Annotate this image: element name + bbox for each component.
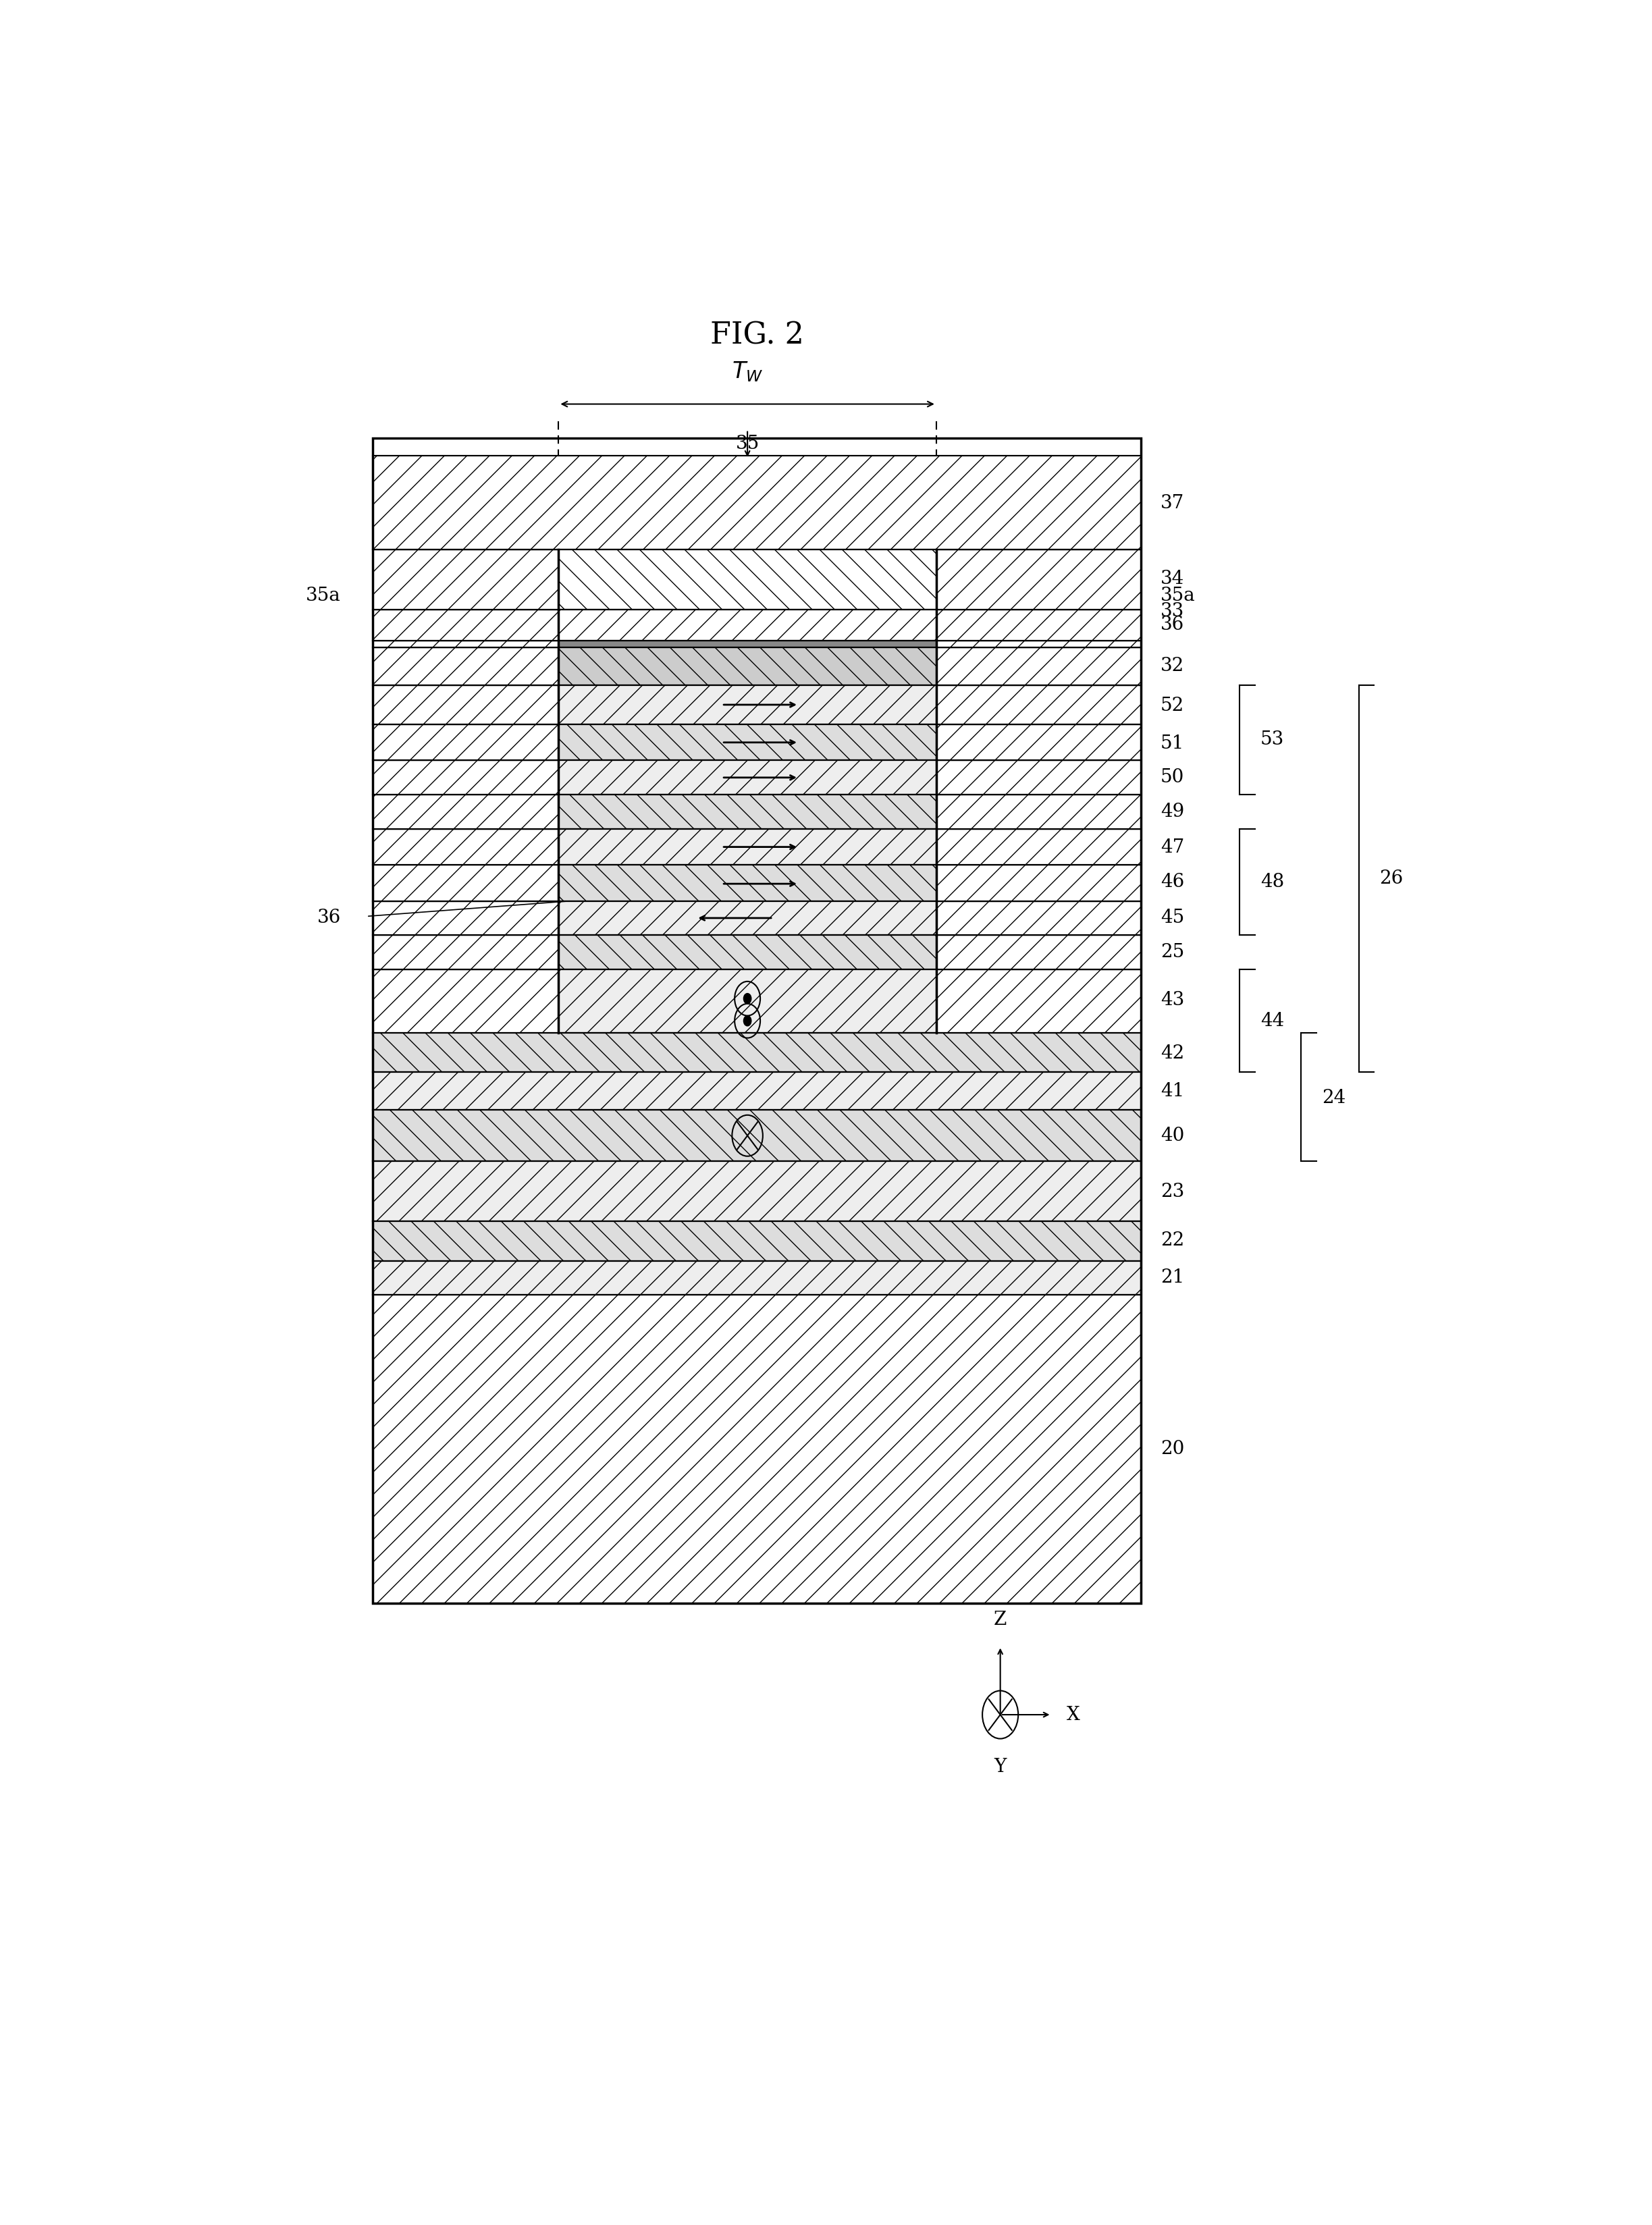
Text: 47: 47 [1160,839,1184,857]
Bar [558,866,937,901]
Bar [937,901,1142,934]
Bar [558,901,937,934]
Bar [373,647,558,685]
Bar [558,830,937,866]
Text: 43: 43 [1160,990,1184,1010]
Text: 37: 37 [1160,494,1184,512]
Text: 21: 21 [1160,1268,1184,1286]
Bar [373,970,558,1032]
Bar [937,641,1142,647]
Text: 26: 26 [1379,870,1403,888]
Bar [937,866,1142,901]
Bar [373,438,1142,1604]
Text: 46: 46 [1160,872,1184,892]
Text: 45: 45 [1160,910,1184,928]
Text: 24: 24 [1322,1088,1345,1108]
Bar [558,794,937,830]
Bar [373,761,558,794]
Text: Y: Y [995,1758,1006,1776]
Bar [373,830,558,866]
Bar [373,725,558,761]
Bar [373,934,558,970]
Text: 52: 52 [1160,696,1184,714]
Text: 50: 50 [1160,768,1184,788]
Bar [937,550,1142,610]
Text: Z: Z [995,1611,1006,1629]
Bar [937,794,1142,830]
Bar [373,1072,1142,1110]
Text: 48: 48 [1260,872,1284,892]
Bar [558,761,937,794]
Bar [373,1032,1142,1072]
Bar [373,1262,1142,1295]
Bar [373,1295,1142,1604]
Text: 36: 36 [1160,616,1184,634]
Bar [558,610,937,641]
Bar [373,641,558,647]
Text: 23: 23 [1160,1184,1184,1202]
Text: 35a: 35a [1160,587,1196,605]
Text: 33: 33 [1160,603,1184,621]
Text: 20: 20 [1160,1440,1184,1457]
Bar [937,934,1142,970]
Bar [373,1222,1142,1262]
Bar [937,725,1142,761]
Bar [373,610,558,641]
Bar [373,685,558,725]
Text: 22: 22 [1160,1230,1184,1248]
Bar [937,647,1142,685]
Text: 35a: 35a [306,587,340,605]
Bar [558,685,937,725]
Circle shape [743,992,752,1003]
Bar [937,685,1142,725]
Text: 44: 44 [1260,1012,1284,1030]
Bar [373,1110,1142,1161]
Text: $T_W$: $T_W$ [732,360,763,383]
Text: 36: 36 [317,910,340,928]
Bar [558,970,937,1032]
Bar [373,901,558,934]
Text: 40: 40 [1160,1126,1184,1144]
Text: 25: 25 [1160,943,1184,961]
Bar [937,610,1142,641]
Text: 49: 49 [1160,803,1184,821]
Bar [937,830,1142,866]
Bar [373,866,558,901]
Bar [558,550,937,610]
Text: 42: 42 [1160,1044,1184,1064]
Bar [373,456,1142,550]
Text: 41: 41 [1160,1081,1184,1099]
Bar [937,970,1142,1032]
Bar [937,761,1142,794]
Text: 35: 35 [735,434,760,454]
Bar [558,725,937,761]
Text: 53: 53 [1260,730,1284,750]
Circle shape [743,1015,752,1026]
Bar [558,641,937,647]
Text: FIG. 2: FIG. 2 [710,320,805,349]
Text: X: X [1067,1707,1080,1724]
Text: 51: 51 [1160,734,1184,752]
Bar [558,647,937,685]
Bar [373,1161,1142,1222]
Bar [373,550,558,610]
Bar [558,934,937,970]
Text: 34: 34 [1160,570,1184,587]
Text: 32: 32 [1160,656,1184,676]
Bar [373,794,558,830]
